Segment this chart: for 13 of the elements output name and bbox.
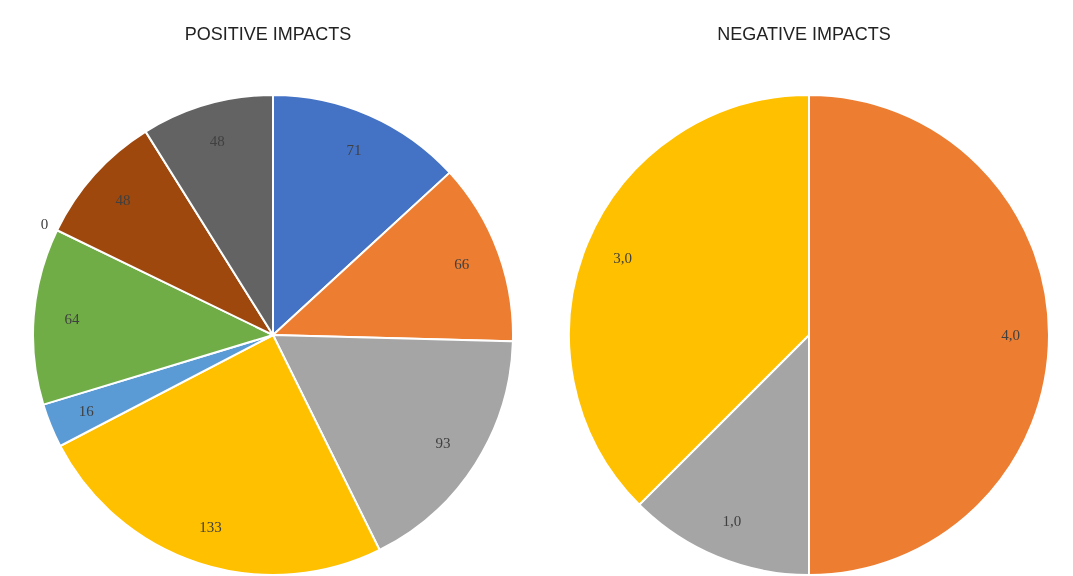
chart-title: POSITIVE IMPACTS (183, 24, 353, 45)
data-label: 93 (435, 435, 451, 452)
data-label: 48 (115, 192, 131, 209)
data-label: 16 (78, 403, 95, 420)
data-label: 66 (454, 256, 470, 273)
data-label: 133 (199, 518, 222, 535)
data-label: 1,0 (722, 513, 742, 530)
text: 0 (40, 216, 49, 233)
chart-title: NEGATIVE IMPACTS (716, 24, 892, 45)
data-label: 64 (64, 311, 81, 328)
data-label: 3,0 (613, 249, 633, 266)
data-label: 4,0 (1001, 327, 1020, 343)
data-label: 71 (346, 142, 362, 159)
